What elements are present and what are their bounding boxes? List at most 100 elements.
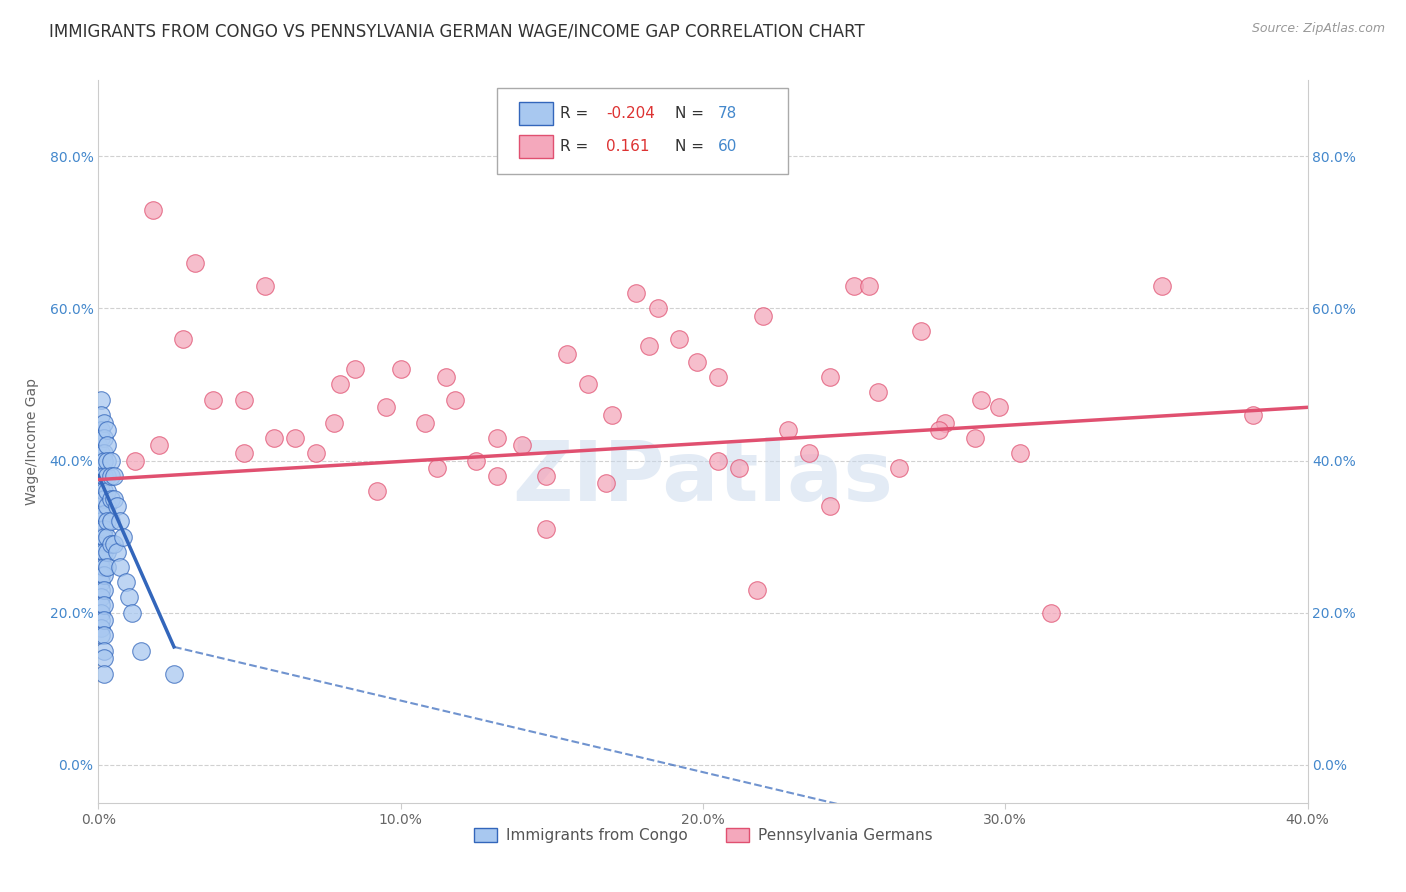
Point	[93, 545, 115, 559]
Point	[172, 332, 194, 346]
Legend: Immigrants from Congo, Pennsylvania Germans: Immigrants from Congo, Pennsylvania Germ…	[468, 822, 938, 849]
Point	[105, 545, 128, 559]
Point	[707, 453, 730, 467]
Point	[90, 621, 112, 635]
Point	[103, 537, 125, 551]
Point	[647, 301, 669, 316]
Point	[184, 256, 207, 270]
Text: ZIPatlas: ZIPatlas	[513, 437, 893, 518]
Point	[90, 507, 112, 521]
Point	[93, 560, 115, 574]
Point	[797, 446, 820, 460]
Y-axis label: Wage/Income Gap: Wage/Income Gap	[24, 378, 38, 505]
Point	[928, 423, 950, 437]
Point	[305, 446, 328, 460]
Point	[90, 613, 112, 627]
Point	[118, 591, 141, 605]
Point	[970, 392, 993, 407]
Point	[90, 392, 112, 407]
Point	[93, 522, 115, 536]
Point	[100, 537, 122, 551]
Point	[602, 408, 624, 422]
Point	[555, 347, 578, 361]
Point	[90, 491, 112, 506]
Point	[87, 468, 110, 483]
Text: N =: N =	[675, 106, 709, 121]
Text: -0.204: -0.204	[606, 106, 655, 121]
Point	[124, 453, 146, 467]
Point	[93, 416, 115, 430]
Point	[90, 499, 112, 513]
Point	[1152, 278, 1174, 293]
Text: IMMIGRANTS FROM CONGO VS PENNSYLVANIA GERMAN WAGE/INCOME GAP CORRELATION CHART: IMMIGRANTS FROM CONGO VS PENNSYLVANIA GE…	[49, 22, 865, 40]
Point	[776, 423, 799, 437]
Point	[90, 598, 112, 612]
FancyBboxPatch shape	[519, 102, 553, 125]
Point	[100, 491, 122, 506]
Point	[148, 438, 170, 452]
Text: R =: R =	[561, 106, 593, 121]
Point	[93, 613, 115, 627]
Point	[96, 515, 118, 529]
Point	[93, 446, 115, 460]
Point	[329, 377, 352, 392]
Point	[910, 324, 932, 338]
Point	[96, 453, 118, 467]
Point	[105, 499, 128, 513]
Point	[344, 362, 367, 376]
Point	[111, 530, 134, 544]
Point	[96, 438, 118, 452]
Point	[284, 431, 307, 445]
Point	[90, 483, 112, 498]
Point	[626, 286, 648, 301]
Point	[100, 453, 122, 467]
Point	[90, 530, 112, 544]
Point	[90, 567, 112, 582]
Point	[747, 582, 769, 597]
Point	[90, 560, 112, 574]
Point	[366, 483, 388, 498]
Point	[96, 499, 118, 513]
Point	[90, 431, 112, 445]
Point	[93, 582, 115, 597]
Point	[90, 522, 112, 536]
Point	[1039, 606, 1062, 620]
Point	[93, 567, 115, 582]
Point	[534, 468, 557, 483]
Point	[90, 423, 112, 437]
Point	[534, 522, 557, 536]
Point	[93, 491, 115, 506]
Point	[752, 309, 775, 323]
Point	[728, 461, 751, 475]
Text: 60: 60	[717, 139, 737, 154]
Point	[90, 537, 112, 551]
Point	[323, 416, 346, 430]
Point	[707, 370, 730, 384]
Point	[96, 560, 118, 574]
Point	[142, 202, 165, 217]
Point	[121, 606, 143, 620]
Point	[90, 461, 112, 475]
Point	[96, 468, 118, 483]
Point	[93, 651, 115, 665]
Point	[90, 575, 112, 590]
Point	[93, 483, 115, 498]
Point	[486, 468, 509, 483]
Point	[87, 453, 110, 467]
Point	[90, 606, 112, 620]
Point	[96, 530, 118, 544]
Point	[934, 416, 956, 430]
Point	[686, 354, 709, 368]
Point	[108, 515, 131, 529]
Point	[93, 431, 115, 445]
FancyBboxPatch shape	[519, 136, 553, 158]
Text: 78: 78	[717, 106, 737, 121]
Text: Source: ZipAtlas.com: Source: ZipAtlas.com	[1251, 22, 1385, 36]
Text: R =: R =	[561, 139, 593, 154]
Point	[93, 468, 115, 483]
Point	[844, 278, 866, 293]
Point	[96, 483, 118, 498]
Point	[374, 401, 396, 415]
Point	[90, 515, 112, 529]
Text: N =: N =	[675, 139, 709, 154]
